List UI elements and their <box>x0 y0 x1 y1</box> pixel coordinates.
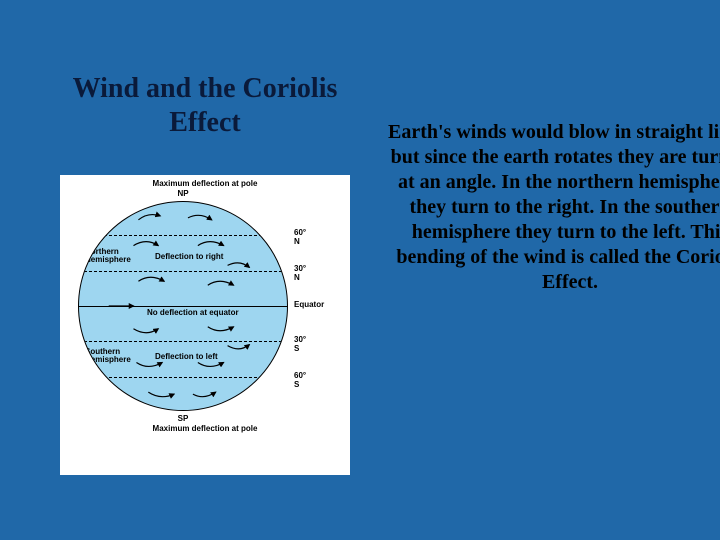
slide-body-text: Earth's winds would blow in straight lin… <box>380 120 720 295</box>
slide-title: Wind and the Coriolis Effect <box>60 72 350 139</box>
side-eq: Equator <box>294 300 324 309</box>
coriolis-diagram: Maximum deflection at pole Maximum defle… <box>60 175 350 475</box>
caption-top: Maximum deflection at pole <box>60 179 350 188</box>
side-60n: 60° N <box>294 228 306 246</box>
globe: Northern Hemisphere Southern Hemisphere … <box>78 201 288 411</box>
sp-label: SP <box>178 414 189 423</box>
side-30n: 30° N <box>294 264 306 282</box>
globe-wrap: NP SP Northern Hemisphere Southern Hemis… <box>78 201 288 411</box>
side-60s: 60° S <box>294 371 306 389</box>
side-30s: 30° S <box>294 335 306 353</box>
caption-bottom: Maximum deflection at pole <box>60 424 350 433</box>
np-label: NP <box>177 189 188 198</box>
arrows-svg <box>79 202 287 410</box>
